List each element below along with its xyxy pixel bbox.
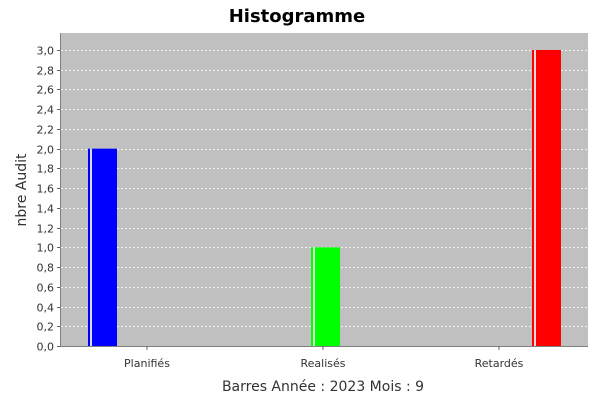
bar-highlight [534,50,536,346]
chart-title: Histogramme [229,6,366,27]
y-tick-label: 1,2 [37,223,55,236]
y-axis: 0,0 0,2 0,4 0,6 0,8 1,0 1,2 1,4 1,6 1,8 2,0 2,2 2,4 2… [37,33,61,354]
bar-body [88,148,117,346]
y-tick-label: 0,8 [37,262,55,275]
x-tick-label: Realisés [301,357,346,370]
x-tick-label: Planifiés [124,357,170,370]
x-axis-label: Barres Année : 2023 Mois : 9 [222,379,424,395]
y-tick-label: 2,6 [37,84,55,97]
bar-1 [311,247,340,346]
x-tick-label: Retardés [475,357,524,370]
y-tick-label: 1,8 [37,163,55,176]
y-tick-label: 1,6 [37,183,55,196]
y-tick-label: 1,0 [37,242,55,255]
y-tick-label: 0,6 [37,282,55,295]
y-tick-label: 2,0 [37,144,55,157]
x-axis: Planifiés Realisés Retardés [61,346,588,370]
bars [88,50,561,346]
bar-highlight [90,148,92,346]
y-tick-label: 0,0 [37,341,55,354]
y-tick-label: 3,0 [37,45,55,58]
y-tick-label: 0,4 [37,302,55,315]
bar-2 [532,50,561,346]
y-tick-label: 2,8 [37,65,55,78]
y-axis-label: nbre Audit [14,153,30,226]
y-tick-label: 0,2 [37,321,55,334]
y-tick-label: 1,4 [37,203,55,216]
y-tick-label: 2,4 [37,104,55,117]
bar-0 [88,148,117,346]
y-tick-label: 2,2 [37,124,55,137]
bar-highlight [313,247,315,346]
bar-body [532,50,561,346]
bar-body [311,247,340,346]
